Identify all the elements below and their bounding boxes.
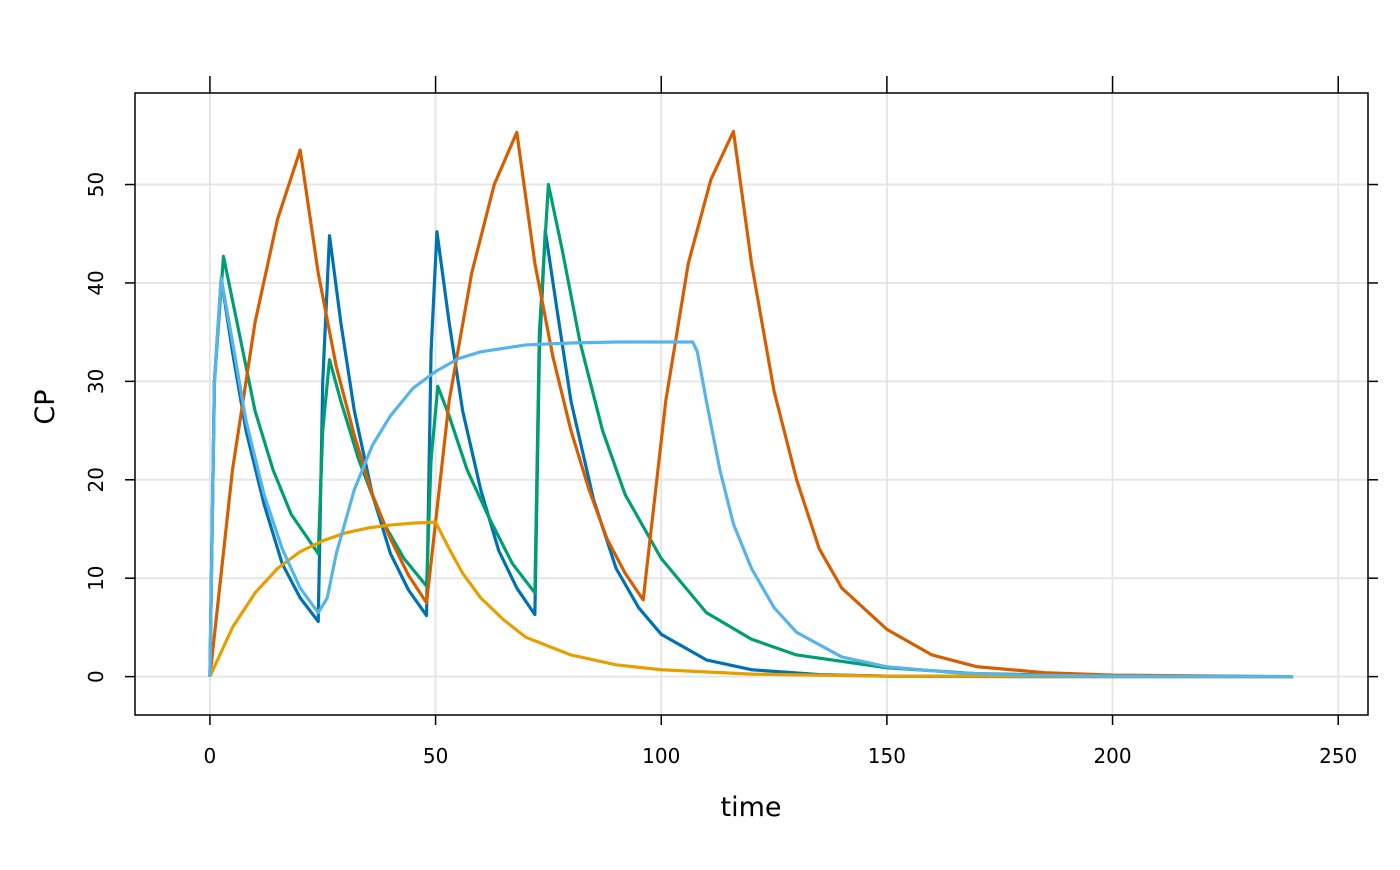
series-line <box>208 276 1294 679</box>
plot-frame <box>134 92 1369 716</box>
x-axis-label: time <box>720 792 781 823</box>
series-line <box>208 129 1294 679</box>
y-tick-label: 10 <box>84 565 108 590</box>
x-tick-label: 200 <box>1093 744 1131 768</box>
x-tick-label: 100 <box>642 744 680 768</box>
series-line <box>208 520 1294 679</box>
y-tick-label: 0 <box>84 670 108 683</box>
series-line <box>208 182 1294 679</box>
x-tick-label: 250 <box>1319 744 1357 768</box>
y-tick-label: 40 <box>84 270 108 295</box>
y-tick-label: 20 <box>84 467 108 492</box>
y-axis-label: CP <box>30 389 61 424</box>
y-tick-label: 50 <box>84 172 108 197</box>
y-tick-label: 30 <box>84 369 108 394</box>
series-line <box>208 229 1294 679</box>
x-tick-label: 50 <box>423 744 448 768</box>
x-tick-label: 0 <box>204 744 217 768</box>
x-tick-label: 150 <box>868 744 906 768</box>
